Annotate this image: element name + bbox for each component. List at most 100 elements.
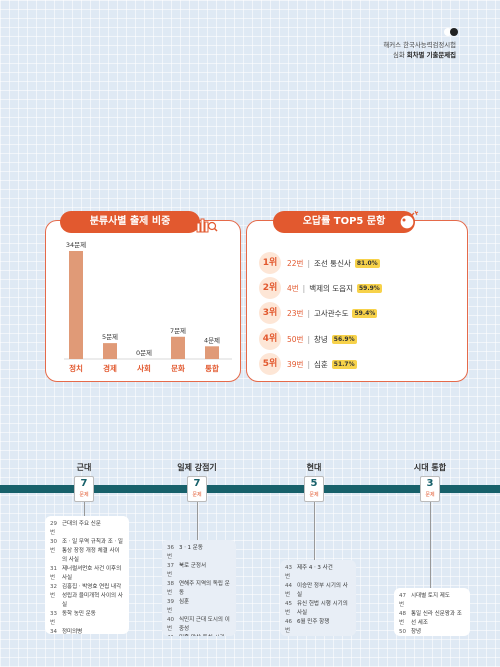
error-rate: 51.7% xyxy=(331,359,357,369)
question-number: 37번 xyxy=(167,563,174,578)
question-topic: 창녕 xyxy=(313,334,328,344)
category-label: 정치 xyxy=(69,363,83,373)
list-item: 37번 북로 군정서 xyxy=(167,562,231,580)
era-label: 현대 xyxy=(306,463,322,472)
era-label: 근대 xyxy=(76,463,92,472)
question-number: 31번 xyxy=(50,566,57,581)
question-topic: 연해주 지역의 독립 운동 xyxy=(179,581,230,596)
separator: | xyxy=(307,308,310,318)
separator: | xyxy=(307,359,310,369)
era-count-box: 7 문제 xyxy=(74,476,94,502)
category-label: 문화 xyxy=(171,363,185,373)
era-label: 시대 통합 xyxy=(413,463,447,472)
top5-row: 2위 4번 | 백제의 도읍지 59.9% xyxy=(259,277,382,299)
question-number: 30번 xyxy=(50,539,57,554)
bar-value-label: 7문제 xyxy=(170,327,186,335)
question-number: 48번 xyxy=(399,611,406,626)
list-item: 47번 시대별 토지 제도 xyxy=(399,592,465,610)
top5-row: 5위 39번 | 심훈 51.7% xyxy=(259,353,357,375)
list-item: 30번 조ㆍ일 무역 규칙과 조ㆍ일 통상 장정 개정 체결 사이의 사실 xyxy=(50,538,124,565)
era-question-list: 36번 3ㆍ1 운동 37번 북로 군정서 38번 연해주 지역의 독립 운동 39번 심훈 4… xyxy=(162,540,236,636)
era-count-unit: 문제 xyxy=(79,492,89,498)
question-number: 36번 xyxy=(167,545,174,560)
chart-magnifier-icon xyxy=(196,218,218,233)
question-topic: 제너럴셔먼호 사건 이후의 사실 xyxy=(62,566,122,581)
bar-value-label: 0문제 xyxy=(136,349,152,357)
timeline-connector xyxy=(314,502,315,560)
separator: | xyxy=(307,334,310,344)
question-topic: 식민지 근대 도시의 이중성 xyxy=(179,617,230,632)
list-item: 50번 창녕 xyxy=(399,628,465,636)
rank-badge: 5위 xyxy=(259,353,281,375)
timeline-band xyxy=(0,485,500,493)
list-item: 46번 6월 민주 항쟁 xyxy=(285,618,351,636)
question-topic: 백제의 도읍지 xyxy=(309,283,353,293)
list-item: 48번 통일 신라 신문왕과 조선 세조 xyxy=(399,610,465,628)
era-count: 3 xyxy=(426,478,434,489)
question-number: 50번 xyxy=(399,629,406,635)
question-topic: 유신 헌법 시행 시기의 사실 xyxy=(297,601,348,616)
era-count-box: 3 문제 xyxy=(420,476,440,502)
question-topic: 심훈 xyxy=(313,359,328,369)
timeline-connector xyxy=(84,502,85,516)
question-number: 23번 xyxy=(287,308,304,318)
bar-value-label: 34문제 xyxy=(66,241,86,249)
question-topic: 6월 민주 항쟁 xyxy=(297,619,330,625)
question-topic: 조선 통신사 xyxy=(313,258,351,268)
era-count: 5 xyxy=(310,478,318,489)
top5-card-title: 오답률 TOP5 문항 xyxy=(273,211,415,233)
list-item: 34번 정미의병 xyxy=(50,628,124,634)
top5-row: 3위 23번 | 고사관수도 59.4% xyxy=(259,302,378,324)
question-number: 43번 xyxy=(285,565,292,580)
question-number: 38번 xyxy=(167,581,174,596)
list-item: 32번 김홍집ㆍ박영효 연립 내각 성립과 을미개혁 사이의 사실 xyxy=(50,583,124,610)
rank-badge: 3위 xyxy=(259,302,281,324)
question-topic: 근대의 주요 신문 xyxy=(62,521,101,527)
era-count-box: 7 문제 xyxy=(187,476,207,502)
question-topic: 이승만 정부 시기의 사실 xyxy=(297,583,348,598)
question-number: 50번 xyxy=(287,334,304,344)
question-topic: 제주 4ㆍ3 사건 xyxy=(297,565,333,571)
question-number: 39번 xyxy=(167,599,174,614)
category-label: 사회 xyxy=(137,363,151,373)
question-number: 46번 xyxy=(285,619,292,634)
question-number: 32번 xyxy=(50,584,57,599)
era-question-list: 43번 제주 4ㆍ3 사건 44번 이승만 정부 시기의 사실 45번 유신 헌법 시행 … xyxy=(280,560,356,636)
category-label: 통합 xyxy=(205,363,219,373)
bar xyxy=(205,346,219,359)
rank-badge: 4위 xyxy=(259,328,281,350)
top5-row: 1위 22번 | 조선 통신사 81.0% xyxy=(259,252,380,274)
bar xyxy=(69,251,83,359)
question-topic: 김홍집ㆍ박영효 연립 내각 성립과 을미개혁 사이의 사실 xyxy=(62,584,123,608)
question-number: 44번 xyxy=(285,583,292,598)
question-number: 29번 xyxy=(50,521,57,536)
question-number: 4번 xyxy=(287,283,299,293)
question-topic: 민족 말살 통치 시기 xyxy=(179,634,231,636)
era-count: 7 xyxy=(193,478,201,489)
question-topic: 고사관수도 xyxy=(313,308,349,318)
list-item: 31번 제너럴셔먼호 사건 이후의 사실 xyxy=(50,565,124,583)
list-item: 38번 연해주 지역의 독립 운동 xyxy=(167,580,231,598)
era-label: 일제 강점기 xyxy=(177,463,217,472)
chart-card-title: 분류사별 출제 비중 xyxy=(60,211,200,233)
rank-badge: 1위 xyxy=(259,252,281,274)
timeline-connector xyxy=(197,502,198,540)
brand-header: 해커스 한국사능력검정시험 심화 회차별 기출문제집 xyxy=(383,28,458,60)
question-number: 45번 xyxy=(285,601,292,616)
question-topic: 시대별 토지 제도 xyxy=(411,593,450,599)
list-item: 40번 식민지 근대 도시의 이중성 xyxy=(167,616,231,634)
error-rate: 59.4% xyxy=(352,308,378,318)
error-rate: 56.9% xyxy=(331,334,357,344)
bar xyxy=(171,336,185,359)
timeline-connector xyxy=(430,502,431,588)
top5-card: 오답률 TOP5 문항 1위 22번 | 조선 통신사 81.0% 2위 4번 | 백제의 도읍… xyxy=(246,210,468,382)
list-item: 33번 동학 농민 운동 xyxy=(50,610,124,628)
list-item: 45번 유신 헌법 시행 시기의 사실 xyxy=(285,600,351,618)
list-item: 29번 근대의 주요 신문 xyxy=(50,520,124,538)
question-number: 47번 xyxy=(399,593,406,608)
era-count-unit: 문제 xyxy=(192,492,202,498)
era-count-unit: 문제 xyxy=(309,492,319,498)
question-number: 41번 xyxy=(167,634,179,636)
error-rate: 59.9% xyxy=(357,283,382,293)
